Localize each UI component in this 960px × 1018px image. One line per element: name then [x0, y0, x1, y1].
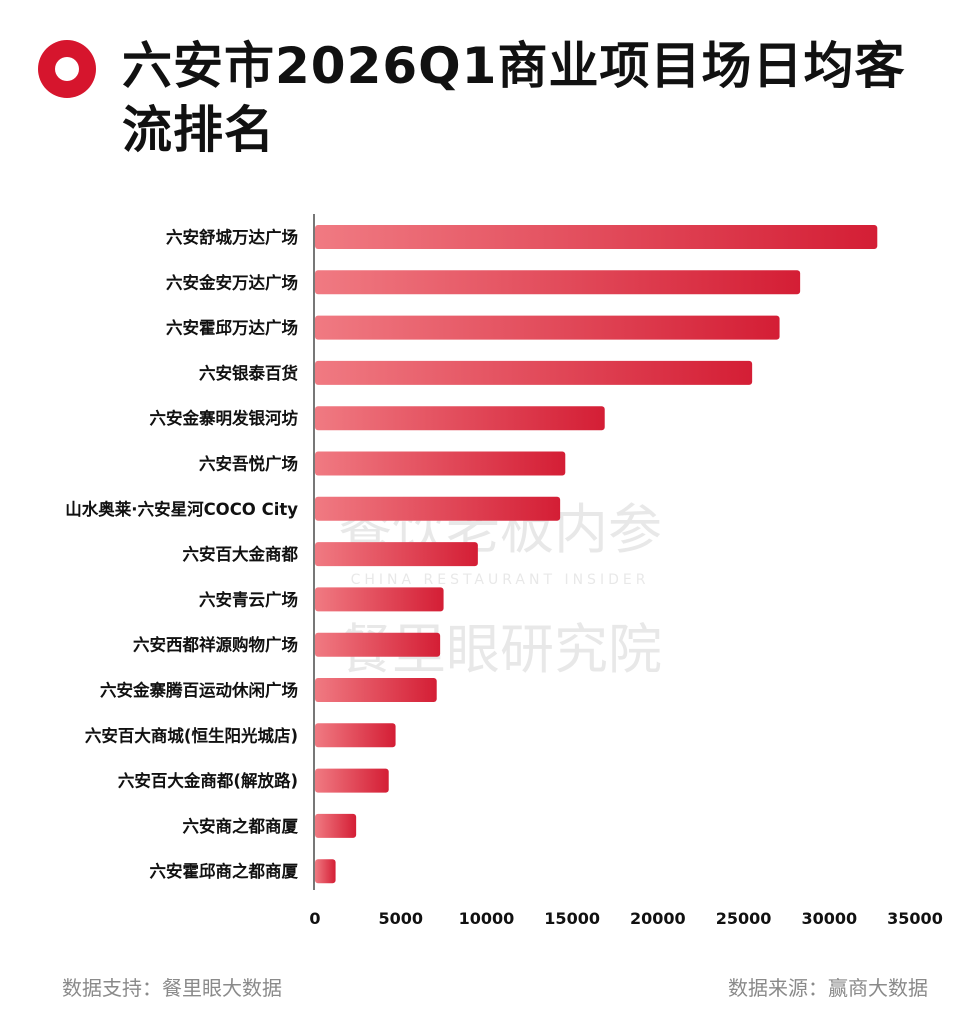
category-label: 六安百大商城(恒生阳光城店) [85, 725, 298, 745]
x-tick-label: 30000 [801, 909, 857, 928]
bar-2 [315, 270, 801, 295]
bar-15 [315, 859, 336, 884]
footer-data-source: 数据来源：赢商大数据 [728, 976, 928, 1000]
bar-4 [315, 360, 753, 385]
category-label: 六安金安万达广场 [166, 272, 298, 292]
x-tick-label: 0 [309, 909, 320, 928]
watermark-line2: CHINA RESTAURANT INSIDER [351, 572, 650, 588]
category-label: 六安百大金商都(解放路) [118, 771, 298, 791]
bar-11 [315, 678, 437, 702]
bar-9 [315, 587, 444, 612]
bar-14 [315, 813, 357, 838]
category-label: 六安银泰百货 [199, 363, 298, 383]
category-label: 山水奥莱·六安星河COCO City [65, 499, 298, 519]
bar-10 [315, 632, 441, 657]
bar-3 [315, 315, 780, 340]
x-tick-label: 10000 [459, 909, 515, 928]
category-label: 六安西都祥源购物广场 [133, 635, 298, 655]
x-tick-label: 20000 [630, 909, 686, 928]
bar-1 [315, 225, 878, 249]
bar-7 [315, 496, 561, 521]
bar-8 [315, 542, 478, 567]
logo-icon [38, 40, 96, 98]
category-label: 六安百大金商都 [183, 544, 299, 564]
x-tick-label: 5000 [378, 909, 423, 928]
category-label: 六安青云广场 [199, 589, 298, 609]
category-label: 六安舒城万达广场 [166, 227, 298, 247]
category-label: 六安金寨腾百运动休闲广场 [100, 680, 298, 700]
chart-title: 六安市2026Q1商业项目场日均客流排名 [122, 37, 906, 159]
x-tick-label: 35000 [887, 909, 943, 928]
category-label: 六安商之都商厦 [183, 816, 299, 836]
category-label: 六安霍邱万达广场 [166, 318, 298, 338]
bar-5 [315, 406, 605, 431]
x-tick-label: 15000 [544, 909, 600, 928]
category-label: 六安霍邱商之都商厦 [150, 861, 299, 881]
category-label: 六安吾悦广场 [199, 454, 298, 474]
footer-data-support: 数据支持：餐里眼大数据 [62, 976, 282, 1000]
category-label: 六安金寨明发银河坊 [150, 408, 299, 428]
bar-12 [315, 723, 396, 748]
bar-6 [315, 451, 566, 476]
x-tick-label: 25000 [716, 909, 772, 928]
bar-13 [315, 768, 389, 793]
